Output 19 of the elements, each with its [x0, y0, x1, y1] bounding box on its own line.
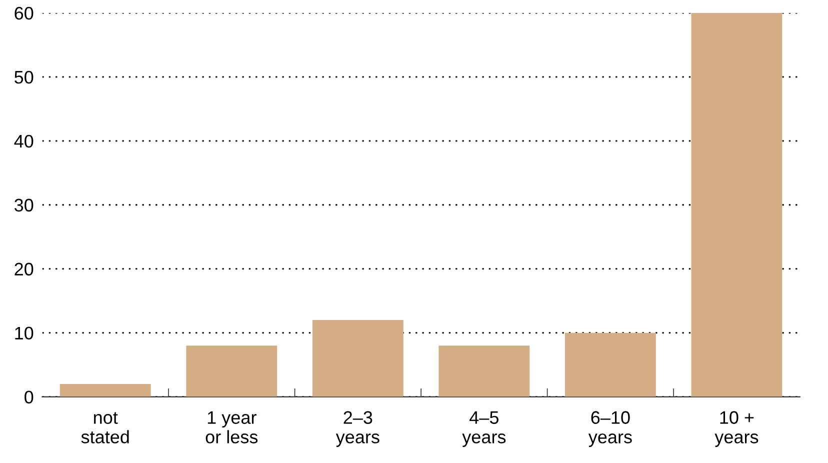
- y-tick-label: 10: [15, 326, 34, 340]
- x-tick-label: 1 year or less: [206, 411, 258, 444]
- y-tick-label: 40: [14, 134, 34, 148]
- x-tick-label: 10 + years: [714, 411, 758, 447]
- bar: [186, 346, 278, 397]
- y-tick-label: 20: [14, 262, 34, 276]
- x-tick-label: not stated: [81, 412, 129, 444]
- x-tick-label: 4–5 years: [462, 411, 506, 447]
- x-tick-label: 2–3 years: [336, 411, 380, 447]
- bar: [312, 320, 404, 397]
- bar: [564, 332, 656, 397]
- x-tick-label: 6–10 years: [588, 411, 632, 447]
- bar: [438, 346, 530, 397]
- y-tick-label: 60: [14, 6, 34, 20]
- bar: [60, 384, 151, 397]
- y-tick-label: 50: [14, 70, 34, 84]
- y-tick-label: 30: [14, 198, 34, 212]
- y-tick-label: 0: [24, 390, 34, 404]
- bar: [691, 12, 782, 397]
